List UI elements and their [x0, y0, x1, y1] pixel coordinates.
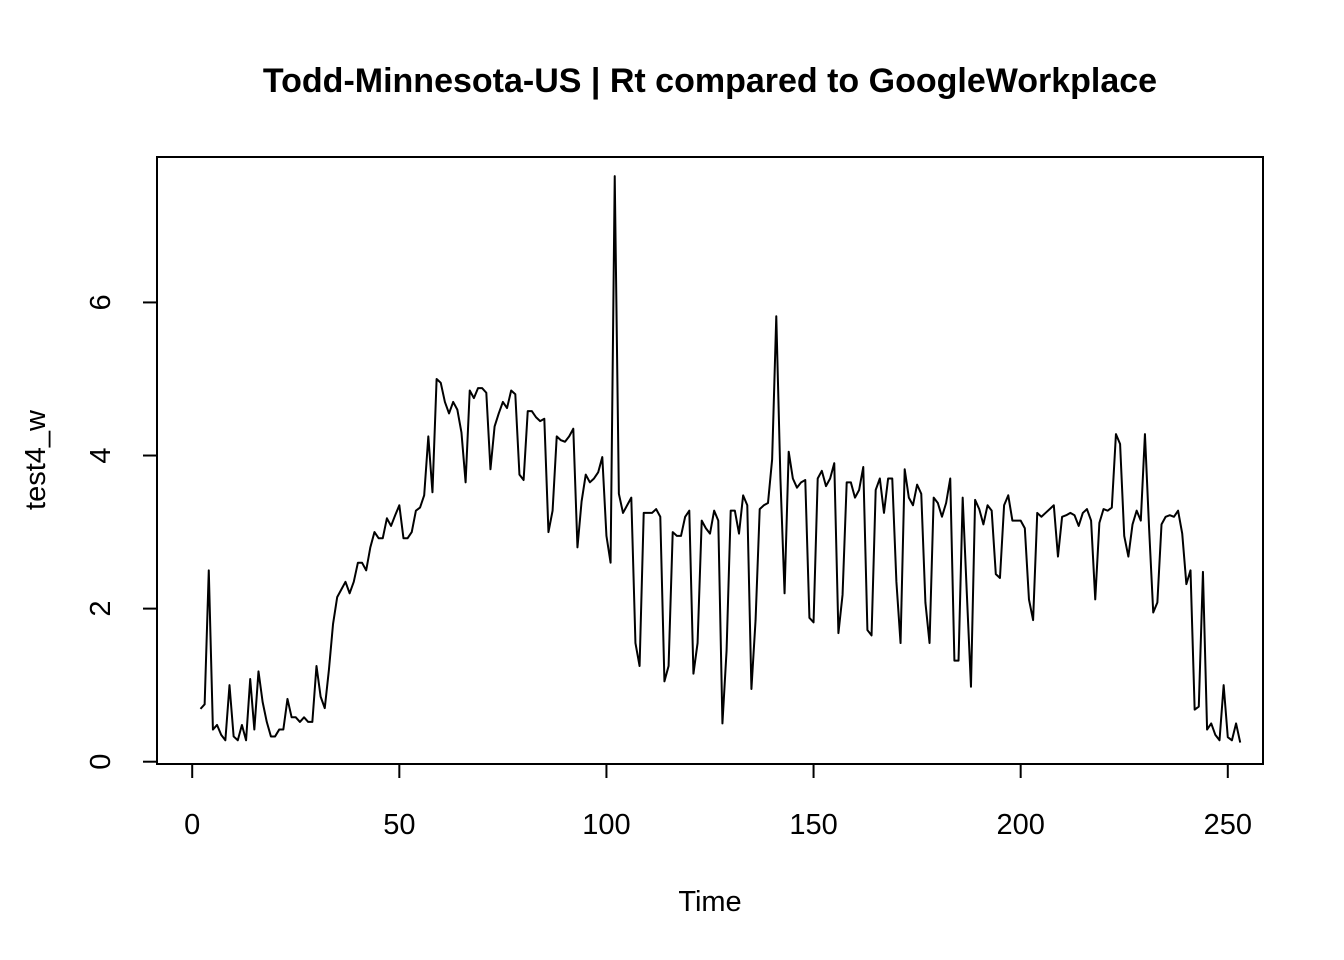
- x-tick-label: 150: [789, 809, 837, 841]
- y-tick-label: 4: [85, 447, 117, 463]
- series-line: [199, 175, 1242, 743]
- x-tick-label: 0: [184, 809, 200, 841]
- x-tick-label: 250: [1204, 809, 1252, 841]
- y-tick-label: 0: [85, 754, 117, 770]
- y-tick-label: 6: [85, 294, 117, 310]
- x-tick-label: 200: [996, 809, 1044, 841]
- y-axis: 0 2 4 6: [85, 294, 158, 770]
- x-tick-label: 100: [582, 809, 630, 841]
- y-axis-label: test4_w: [20, 409, 52, 510]
- plot-frame: [156, 156, 1264, 765]
- chart-title: Todd-Minnesota-US | Rt compared to Googl…: [263, 62, 1157, 100]
- y-tick-label: 2: [85, 601, 117, 617]
- x-tick-label: 50: [383, 809, 415, 841]
- x-axis: 0 50 100 150 200 250: [184, 763, 1252, 841]
- x-axis-label: Time: [678, 886, 741, 918]
